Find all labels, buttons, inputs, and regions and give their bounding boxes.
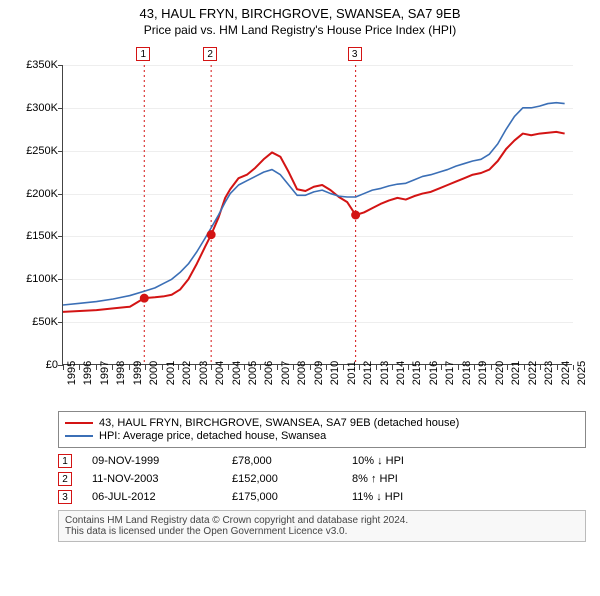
x-axis-label: 2014 (395, 361, 407, 385)
x-axis-label: 2019 (477, 361, 489, 385)
y-axis-label: £0 (16, 359, 58, 371)
x-axis-label: 1997 (99, 361, 111, 385)
event-marker-icon: 3 (348, 47, 362, 61)
legend-swatch (65, 435, 93, 437)
event-date: 06-JUL-2012 (92, 491, 212, 503)
x-axis-label: 2003 (198, 361, 210, 385)
x-axis-label: 2004 (231, 361, 243, 385)
footer-line: Contains HM Land Registry data © Crown c… (65, 515, 579, 526)
x-axis-label: 2007 (280, 361, 292, 385)
event-delta: 8% ↑ HPI (352, 473, 398, 485)
y-axis-label: £150K (16, 230, 58, 242)
x-axis-label: 2013 (379, 361, 391, 385)
x-axis-label: 1995 (66, 361, 78, 385)
footer-line: This data is licensed under the Open Gov… (65, 526, 579, 537)
events-table: 1 09-NOV-1999 £78,000 10% ↓ HPI 2 11-NOV… (58, 454, 586, 504)
event-marker-icon: 2 (58, 472, 72, 486)
x-axis-label: 2023 (543, 361, 555, 385)
x-axis-label: 2016 (428, 361, 440, 385)
x-axis-label: 1996 (82, 361, 94, 385)
x-axis-label: 2001 (165, 361, 177, 385)
x-axis-label: 2018 (461, 361, 473, 385)
event-marker-icon: 1 (136, 47, 150, 61)
x-axis-label: 1999 (132, 361, 144, 385)
x-axis-label: 2010 (329, 361, 341, 385)
y-axis-label: £300K (16, 102, 58, 114)
y-axis-label: £200K (16, 188, 58, 200)
legend-item: 43, HAUL FRYN, BIRCHGROVE, SWANSEA, SA7 … (65, 417, 579, 429)
chart-title: 43, HAUL FRYN, BIRCHGROVE, SWANSEA, SA7 … (0, 6, 600, 21)
x-axis-label: 2025 (576, 361, 588, 385)
legend-label: HPI: Average price, detached house, Swan… (99, 430, 326, 442)
event-row: 3 06-JUL-2012 £175,000 11% ↓ HPI (58, 490, 586, 504)
x-axis-label: 2020 (494, 361, 506, 385)
event-marker-icon: 1 (58, 454, 72, 468)
x-axis-label: 1998 (115, 361, 127, 385)
event-price: £78,000 (232, 455, 332, 467)
event-delta: 11% ↓ HPI (352, 491, 403, 503)
legend: 43, HAUL FRYN, BIRCHGROVE, SWANSEA, SA7 … (58, 411, 586, 448)
chart-subtitle: Price paid vs. HM Land Registry's House … (0, 23, 600, 37)
chart-area: £0 £50K £100K £150K £200K £250K £300K £350K 1995… (14, 45, 586, 405)
x-axis-label: 2004 (214, 361, 226, 385)
event-marker-icon: 2 (203, 47, 217, 61)
x-axis-label: 2021 (510, 361, 522, 385)
x-axis-label: 2022 (527, 361, 539, 385)
event-delta: 10% ↓ HPI (352, 455, 404, 467)
x-axis-label: 2017 (444, 361, 456, 385)
x-axis-label: 2008 (296, 361, 308, 385)
attribution-footer: Contains HM Land Registry data © Crown c… (58, 510, 586, 542)
y-axis-label: £100K (16, 273, 58, 285)
x-axis-label: 2005 (247, 361, 259, 385)
x-axis-label: 2024 (560, 361, 572, 385)
y-axis-label: £350K (16, 59, 58, 71)
event-row: 2 11-NOV-2003 £152,000 8% ↑ HPI (58, 472, 586, 486)
event-price: £152,000 (232, 473, 332, 485)
x-axis-label: 2002 (181, 361, 193, 385)
event-date: 09-NOV-1999 (92, 455, 212, 467)
x-axis-label: 2009 (313, 361, 325, 385)
y-axis-label: £50K (16, 316, 58, 328)
event-date: 11-NOV-2003 (92, 473, 212, 485)
legend-label: 43, HAUL FRYN, BIRCHGROVE, SWANSEA, SA7 … (99, 417, 459, 429)
event-price: £175,000 (232, 491, 332, 503)
x-axis-label: 2015 (411, 361, 423, 385)
legend-swatch (65, 422, 93, 424)
x-axis-label: 2011 (346, 361, 358, 385)
x-axis-label: 2006 (263, 361, 275, 385)
event-marker-icon: 3 (58, 490, 72, 504)
x-axis-label: 2000 (148, 361, 160, 385)
y-axis-label: £250K (16, 145, 58, 157)
event-row: 1 09-NOV-1999 £78,000 10% ↓ HPI (58, 454, 586, 468)
legend-item: HPI: Average price, detached house, Swan… (65, 430, 579, 442)
x-axis-label: 2012 (362, 361, 374, 385)
